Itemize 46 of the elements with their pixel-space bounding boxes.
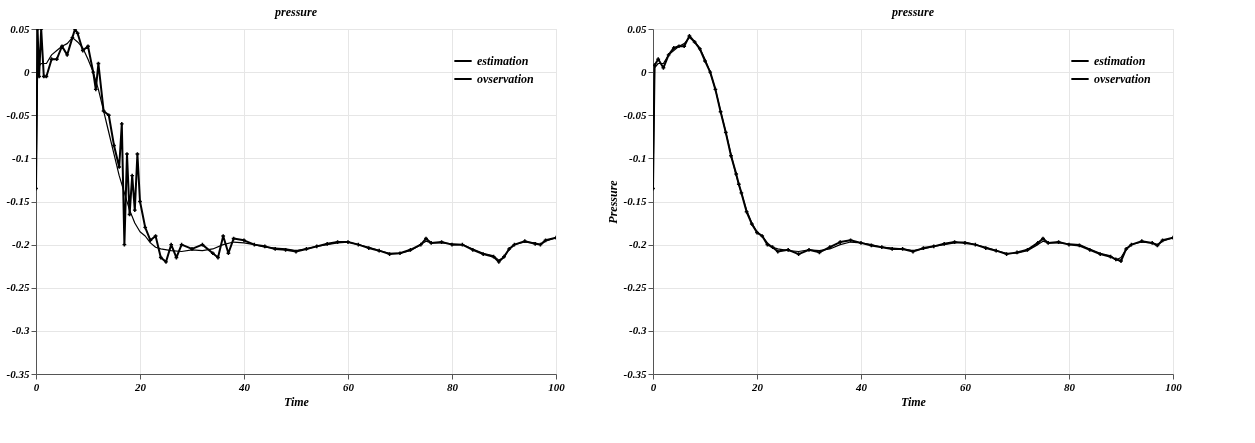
y-tick-label: -0.35 [6,367,30,380]
x-tick-label: 80 [1064,380,1076,393]
legend-label: estimation [1094,54,1146,68]
x-tick-label: 20 [134,380,147,393]
x-axis-title: Time [284,394,310,409]
x-tick-label: 40 [855,380,868,393]
y-axis-title: Pressure [605,179,620,224]
x-tick-label: 0 [33,380,40,393]
x-axis-title: Time [901,394,927,409]
chart-title: pressure [890,5,935,19]
legend-label: ovservation [1094,72,1151,86]
y-tick-label: -0.1 [629,151,647,164]
y-tick-label: 0 [641,65,647,78]
y-tick-label: -0.25 [6,281,30,294]
x-tick-label: 40 [238,380,251,393]
y-tick-label: 0.05 [10,22,30,35]
point [671,46,676,50]
x-tick-label: 60 [343,380,355,393]
x-tick-label: 0 [650,380,657,393]
point [653,63,657,68]
point [1119,259,1123,263]
y-tick-label: -0.15 [623,195,647,207]
x-tick-label: 80 [447,380,459,393]
y-tick-label: -0.3 [12,324,30,337]
x-tick-label: 100 [548,380,566,393]
y-tick-label: -0.2 [12,238,30,251]
y-tick-label: -0.15 [6,195,30,207]
x-tick-label: 20 [751,380,764,393]
y-tick-label: -0.35 [623,367,647,380]
y-tick-label: -0.05 [623,108,647,121]
y-tick-label: -0.05 [6,108,30,121]
legend-label: ovservation [477,72,534,86]
chart-title: pressure [273,5,318,19]
y-tick-label: -0.1 [12,151,30,164]
x-tick-label: 100 [1165,380,1183,393]
y-tick-label: -0.3 [629,324,647,337]
y-tick-label: -0.2 [629,238,647,251]
point [838,240,843,244]
point [827,245,832,250]
x-tick-label: 60 [960,380,972,393]
y-tick-label: 0.05 [627,22,647,35]
legend-label: estimation [477,54,529,68]
y-tick-label: -0.25 [623,281,647,294]
point [682,44,687,49]
point [760,234,765,238]
y-tick-label: 0 [24,65,30,78]
